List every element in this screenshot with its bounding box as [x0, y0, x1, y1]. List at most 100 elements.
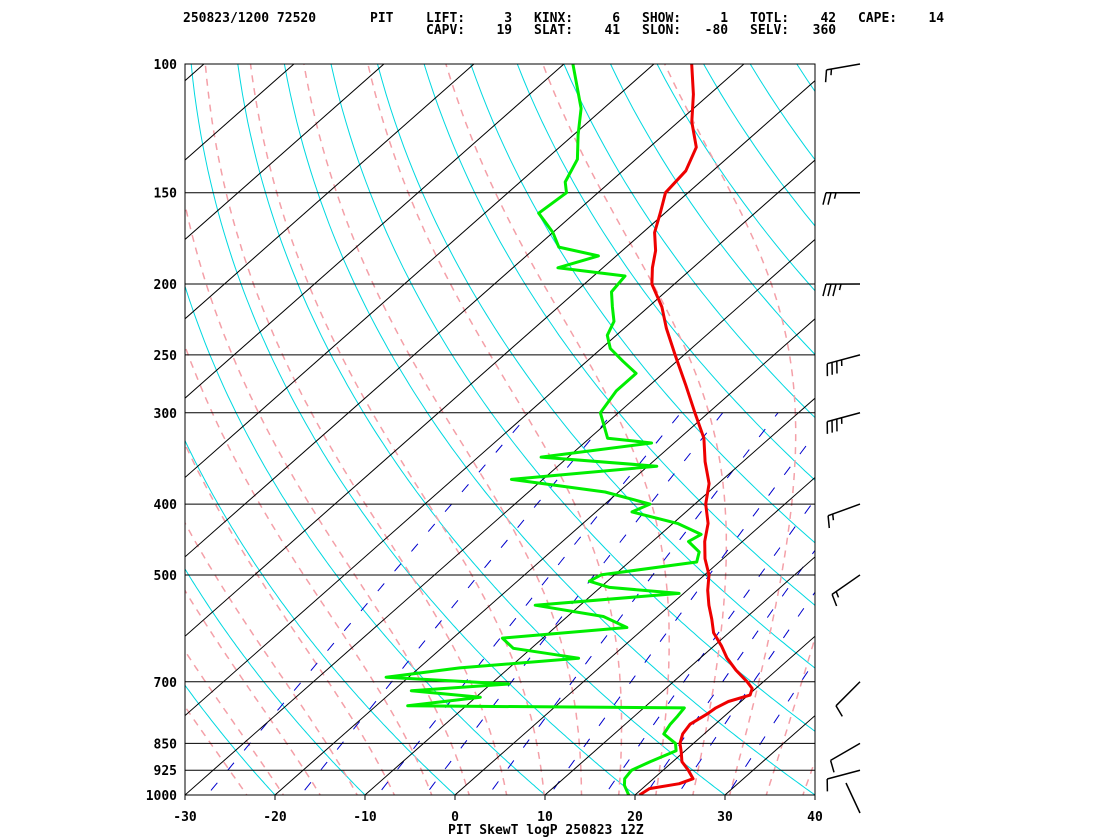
mixing-ratio-line	[726, 659, 815, 795]
moist-adiabat	[185, 649, 285, 795]
moist-adiabat	[185, 589, 322, 795]
mixing-ratio-line	[206, 412, 531, 795]
moist-adiabat	[204, 64, 508, 795]
dry-adiabat	[423, 64, 815, 607]
dry-adiabat	[878, 48, 1120, 811]
isotherm	[634, 635, 815, 795]
wind-barb-staff	[826, 63, 861, 71]
moist-adiabat	[802, 758, 815, 795]
isotherm	[185, 64, 745, 558]
profiles	[384, 64, 754, 795]
y-tick-label: 700	[154, 676, 178, 691]
moist-adiabat	[303, 64, 583, 795]
wind-barb-feather	[822, 192, 827, 205]
wind-barbs	[822, 63, 861, 814]
wind-barb	[824, 63, 861, 83]
wind-barb-staff	[827, 412, 861, 423]
wind-barb-feather	[822, 283, 827, 297]
wind-barb-staff	[845, 782, 861, 814]
moist-adiabat	[185, 442, 396, 795]
wind-barb-staff	[827, 354, 861, 365]
header-time: 250823/1200 72520	[183, 11, 317, 26]
dry-adiabat	[470, 64, 815, 544]
mixing-ratio-line	[487, 412, 779, 795]
wind-barb	[831, 574, 861, 607]
header-station: PIT	[370, 11, 394, 26]
dry-adiabat	[190, 64, 636, 795]
wind-barb-half-feather	[831, 513, 835, 521]
x-tick-label: 30	[717, 810, 733, 825]
header-slon: SLON: -80	[642, 23, 729, 38]
x-tick-label: 10	[537, 810, 553, 825]
wind-barb-staff	[827, 769, 861, 780]
dry-adiabat	[1016, 48, 1120, 811]
plot-frame	[184, 63, 816, 796]
dry-adiabat	[833, 48, 1120, 811]
wind-barb-staff	[831, 574, 861, 596]
temperature-profile	[638, 64, 754, 795]
mixing-ratio-line	[300, 412, 614, 795]
y-tick-label: 100	[154, 58, 178, 73]
y-tick-label: 150	[154, 187, 178, 202]
wind-barb-half-feather	[835, 591, 840, 598]
wind-barb-feather	[832, 283, 837, 297]
header-slat: SLAT: 41	[534, 23, 621, 38]
wind-barb-feather	[827, 192, 832, 205]
moist-adiabat	[367, 64, 623, 795]
y-tick-label: 250	[154, 349, 178, 364]
header-show: SHOW: 1	[642, 11, 729, 26]
wind-barb	[845, 782, 861, 814]
wind-barb-half-feather	[838, 283, 842, 291]
moist-adiabat	[664, 64, 797, 795]
isotherm	[887, 48, 1120, 811]
isotherm	[0, 48, 132, 811]
y-tick-label: 400	[154, 498, 178, 513]
dry-adiabat	[609, 64, 815, 356]
wind-barb	[827, 503, 861, 529]
isotherm	[185, 238, 815, 795]
isotherm	[274, 318, 815, 795]
y-tick-label: 200	[154, 278, 178, 293]
y-tick-label: 925	[154, 764, 177, 779]
mixing-ratio-line	[604, 498, 815, 795]
wind-barb-feather	[835, 705, 843, 717]
y-tick-label: 850	[154, 737, 178, 752]
dry-adiabat	[656, 64, 815, 292]
moist-adiabat	[185, 705, 248, 795]
wind-barb-feather	[827, 283, 832, 297]
wind-barb	[826, 412, 861, 434]
dry-adiabat	[1108, 48, 1120, 811]
wind-barb-half-feather	[833, 192, 837, 199]
wind-barb	[829, 742, 861, 773]
header-kinx: KINX: 6	[534, 11, 621, 26]
isotherm	[544, 556, 815, 795]
header-cape: CAPE: 14	[858, 11, 945, 26]
dewpoint-profile	[384, 64, 703, 795]
wind-barb	[826, 354, 861, 377]
wind-barb-feather	[827, 515, 831, 529]
dry-adiabat	[924, 48, 1120, 811]
x-tick-label: -10	[353, 810, 377, 825]
isotherm	[185, 159, 815, 717]
dry-adiabat	[703, 64, 815, 227]
dry-adiabat	[237, 64, 726, 795]
header-capv: CAPV: 19	[426, 23, 513, 38]
moist-adiabat	[185, 344, 433, 795]
wind-barb	[835, 681, 861, 717]
wind-barb-staff	[835, 681, 861, 707]
background-lines	[0, 48, 1120, 811]
x-tick-label: 0	[451, 810, 459, 825]
x-tick-label: -20	[263, 810, 287, 825]
dry-adiabat	[185, 794, 186, 795]
y-tick-label: 1000	[146, 789, 177, 804]
dry-adiabat	[1062, 48, 1120, 811]
y-tick-label: 500	[154, 569, 178, 584]
header-lift: LIFT: 3	[426, 11, 513, 26]
isotherm	[185, 80, 815, 637]
x-tick-label: -30	[173, 810, 197, 825]
isotherm	[185, 64, 565, 399]
wind-barb-staff	[827, 503, 861, 517]
moist-adiabat	[185, 200, 470, 795]
